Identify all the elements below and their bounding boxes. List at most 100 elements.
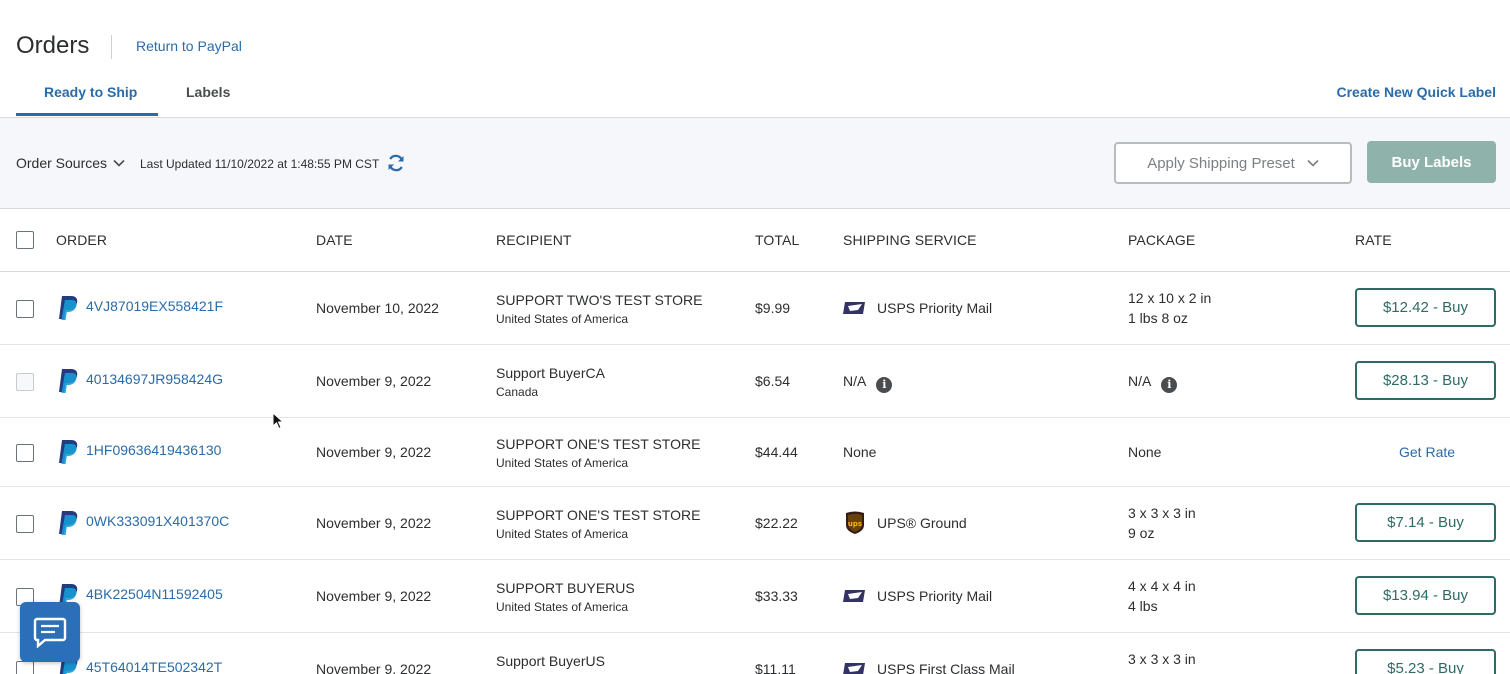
recipient-name: Support BuyerUS [496, 653, 605, 669]
paypal-icon [59, 511, 78, 535]
orders-toolbar: Order Sources Last Updated 11/10/2022 at… [0, 118, 1510, 209]
package-dimensions: 4 x 4 x 4 in [1128, 578, 1196, 594]
recipient: SUPPORT ONE'S TEST STORE United States o… [496, 436, 700, 470]
recipient: Support BuyerUS [496, 653, 605, 669]
package-value: N/A [1128, 373, 1152, 389]
order-id-link[interactable]: 45T64014TE502342T [86, 659, 223, 674]
package: N/A i [1128, 373, 1178, 393]
tab-labels[interactable]: Labels [186, 84, 231, 100]
order-date: November 9, 2022 [316, 588, 432, 604]
recipient-name: SUPPORT TWO'S TEST STORE [496, 292, 703, 308]
shipping-service: USPS Priority Mail [877, 300, 993, 316]
order-id-link[interactable]: 40134697JR958424G [86, 371, 224, 387]
order-date: November 9, 2022 [316, 515, 432, 531]
column-header-shipping-service[interactable]: SHIPPING SERVICE [843, 232, 977, 248]
mouse-cursor-icon [272, 412, 284, 430]
order-id-link[interactable]: 1HF09636419436130 [86, 442, 222, 458]
usps-eagle-icon [843, 663, 865, 674]
order-id-link[interactable]: 4BK22504N11592405 [86, 586, 223, 602]
row-checkbox[interactable] [16, 515, 34, 533]
refresh-icon[interactable] [386, 153, 406, 173]
chat-icon [33, 617, 67, 648]
shipping-service: USPS First Class Mail [877, 661, 1015, 674]
usps-eagle-icon [843, 590, 865, 602]
order-total: $44.44 [755, 444, 798, 460]
column-header-rate[interactable]: RATE [1355, 232, 1392, 248]
ups-shield-icon: ups [846, 511, 864, 534]
order-date: November 10, 2022 [316, 300, 439, 316]
chat-button[interactable] [20, 602, 80, 662]
apply-shipping-preset-button[interactable]: Apply Shipping Preset [1114, 142, 1352, 184]
row-checkbox[interactable] [16, 300, 34, 318]
buy-rate-button[interactable]: $13.94 - Buy [1355, 576, 1496, 615]
recipient-name: SUPPORT ONE'S TEST STORE [496, 436, 701, 452]
buy-labels-button[interactable]: Buy Labels [1367, 141, 1496, 183]
get-rate-link[interactable]: Get Rate [1399, 444, 1456, 460]
package-dimensions: 3 x 3 x 3 in [1128, 651, 1196, 667]
order-total: $33.33 [755, 588, 798, 604]
order-date: November 9, 2022 [316, 661, 432, 674]
row-checkbox[interactable] [16, 444, 34, 462]
buy-rate-button[interactable]: $7.14 - Buy [1355, 503, 1496, 542]
create-quick-label-link[interactable]: Create New Quick Label [1336, 84, 1496, 100]
paypal-icon [59, 440, 78, 464]
return-to-paypal-link[interactable]: Return to PayPal [136, 38, 242, 54]
chevron-down-icon [1307, 159, 1319, 167]
package-dimensions: 3 x 3 x 3 in [1128, 505, 1196, 521]
package: None [1128, 444, 1162, 460]
order-date: November 9, 2022 [316, 444, 432, 460]
order-date: November 9, 2022 [316, 373, 432, 389]
tab-ready-to-ship[interactable]: Ready to Ship [44, 84, 138, 100]
table-header: ORDER DATE RECIPIENT TOTAL SHIPPING SERV… [0, 209, 1510, 272]
row-checkbox[interactable] [16, 661, 34, 674]
column-header-date[interactable]: DATE [316, 232, 353, 248]
table-row: 4BK22504N11592405 November 9, 2022 SUPPO… [0, 560, 1510, 633]
recipient-name: SUPPORT ONE'S TEST STORE [496, 507, 701, 523]
order-total: $9.99 [755, 300, 791, 316]
table-row: 1HF09636419436130 November 9, 2022 SUPPO… [0, 418, 1510, 487]
package: 12 x 10 x 2 in 1 lbs 8 oz [1128, 290, 1211, 326]
page-title: Orders [16, 32, 90, 59]
order-total: $22.22 [755, 515, 798, 531]
info-icon[interactable]: i [876, 377, 893, 393]
recipient-country: Canada [496, 385, 539, 399]
recipient-country: United States of America [496, 527, 629, 541]
title-divider [111, 35, 112, 59]
order-total: $11.11 [755, 661, 796, 674]
package-weight: 9 oz [1128, 525, 1155, 541]
order-id-link[interactable]: 4VJ87019EX558421F [86, 298, 223, 314]
recipient: SUPPORT ONE'S TEST STORE United States o… [496, 507, 700, 541]
recipient: SUPPORT TWO'S TEST STORE United States o… [496, 292, 703, 326]
row-checkbox-disabled [16, 373, 34, 391]
package-weight: 4 lbs [1128, 598, 1158, 614]
order-sources-dropdown[interactable]: Order Sources [16, 155, 125, 171]
order-id-link[interactable]: 0WK333091X401370C [86, 513, 230, 529]
column-header-recipient[interactable]: RECIPIENT [496, 232, 572, 248]
recipient-name: SUPPORT BUYERUS [496, 580, 635, 596]
apply-preset-label: Apply Shipping Preset [1147, 154, 1295, 172]
order-sources-label: Order Sources [16, 155, 108, 171]
page-header: Orders Return to PayPal Ready to Ship La… [0, 0, 1510, 118]
buy-rate-button[interactable]: $28.13 - Buy [1355, 361, 1496, 400]
shipping-service-value: N/A [843, 373, 867, 389]
buy-rate-button[interactable]: $5.23 - Buy [1355, 649, 1496, 674]
column-header-order[interactable]: ORDER [56, 232, 108, 248]
paypal-icon [59, 369, 78, 393]
recipient: Support BuyerCA Canada [496, 365, 605, 399]
recipient-name: Support BuyerCA [496, 365, 605, 381]
column-header-total[interactable]: TOTAL [755, 232, 800, 248]
package: 3 x 3 x 3 in 9 oz [1128, 505, 1196, 541]
package: 4 x 4 x 4 in 4 lbs [1128, 578, 1196, 614]
svg-text:ups: ups [848, 520, 862, 528]
last-updated-text: Last Updated 11/10/2022 at 1:48:55 PM CS… [140, 157, 380, 171]
package-weight: 1 lbs 8 oz [1128, 310, 1188, 326]
table-row: 40134697JR958424G November 9, 2022 Suppo… [0, 345, 1510, 418]
recipient-country: United States of America [496, 600, 629, 614]
table-row: 45T64014TE502342T November 9, 2022 Suppo… [0, 633, 1510, 674]
select-all-checkbox[interactable] [16, 231, 34, 249]
info-icon[interactable]: i [1161, 377, 1178, 393]
shipping-service: UPS® Ground [877, 515, 967, 531]
buy-rate-button[interactable]: $12.42 - Buy [1355, 288, 1496, 327]
usps-eagle-icon [843, 302, 865, 314]
column-header-package[interactable]: PACKAGE [1128, 232, 1196, 248]
